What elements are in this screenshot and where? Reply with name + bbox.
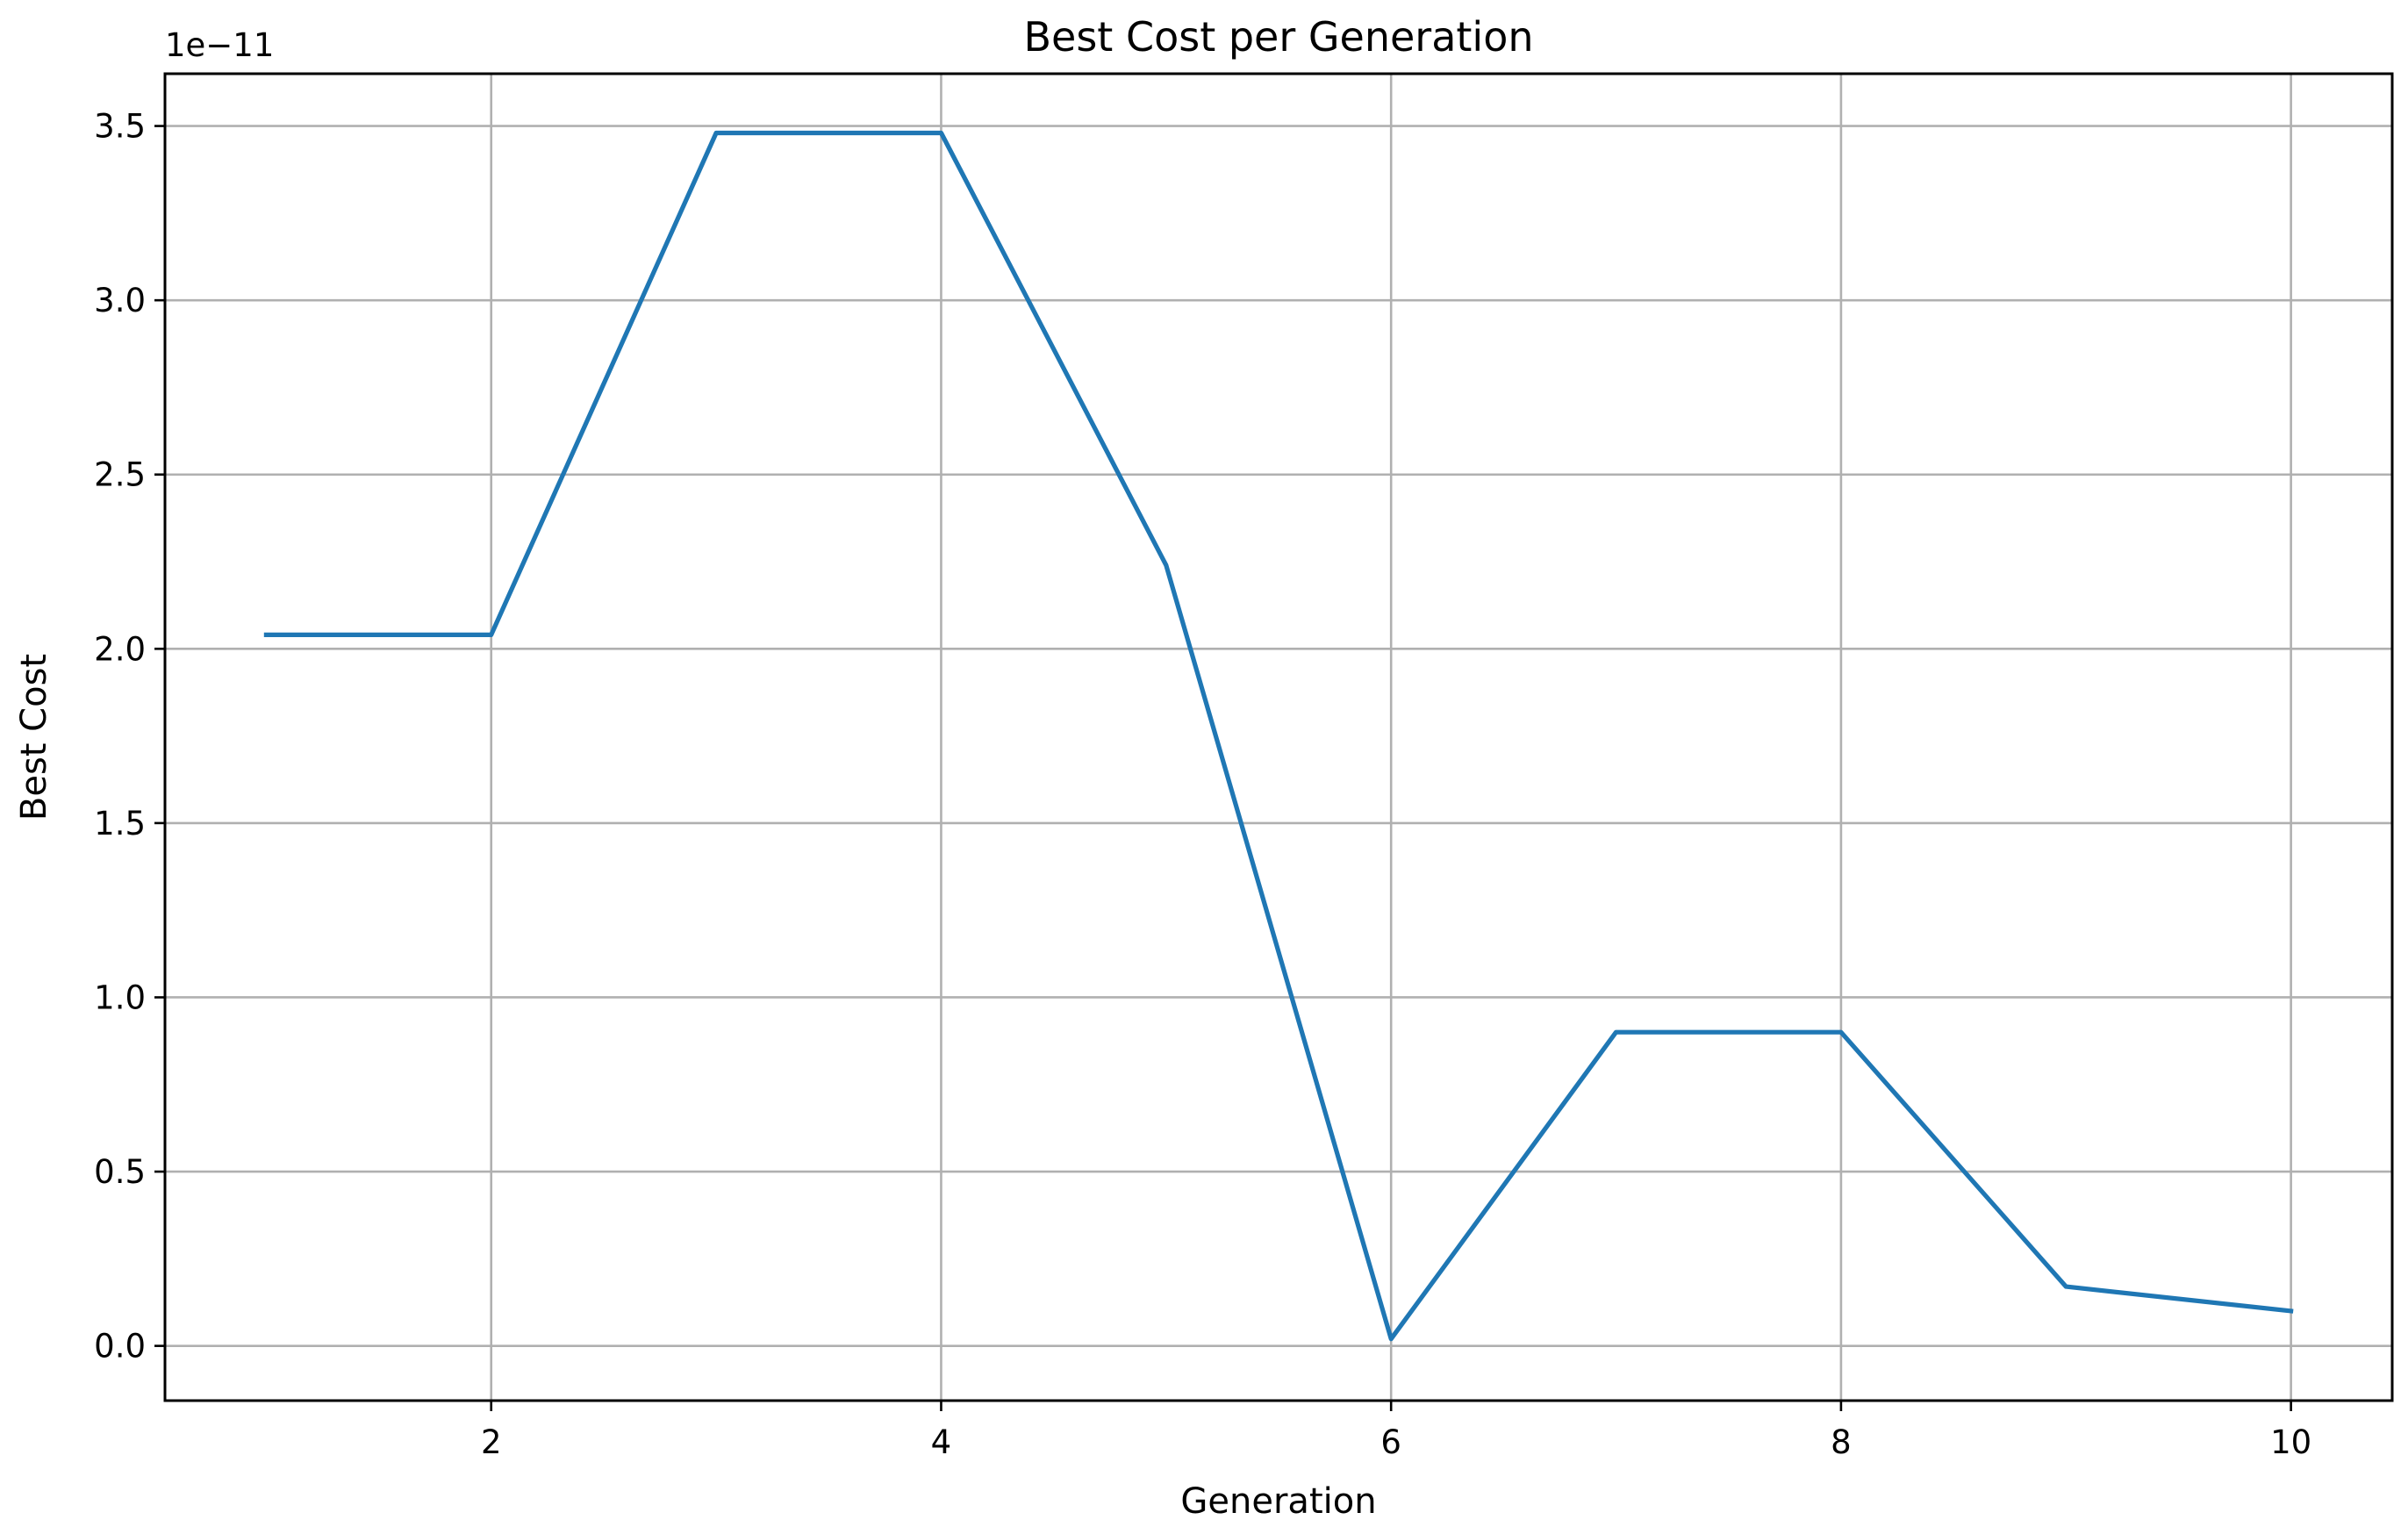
x-tick-label: 2 — [481, 1423, 502, 1461]
y-tick-label: 2.0 — [94, 630, 146, 668]
grid-lines — [165, 74, 2392, 1401]
x-tick-label: 6 — [1380, 1423, 1401, 1461]
y-axis-label: Best Cost — [14, 654, 54, 821]
x-tick-label: 4 — [931, 1423, 952, 1461]
x-tick-label: 8 — [1831, 1423, 1852, 1461]
y-tick-label: 1.5 — [94, 805, 146, 842]
y-tick-label: 3.5 — [94, 108, 146, 146]
series-layer — [266, 133, 2290, 1339]
y-axis-ticks: 0.0 0.5 1.0 1.5 2.0 2.5 3.0 3.5 — [94, 108, 165, 1366]
x-tick-label: 10 — [2270, 1423, 2311, 1461]
chart-title: Best Cost per Generation — [1023, 13, 1533, 61]
y-offset-label: 1e−11 — [165, 26, 274, 64]
series-line-0 — [266, 133, 2290, 1339]
y-tick-label: 2.5 — [94, 456, 146, 494]
x-axis-ticks: 2 4 6 8 10 — [481, 1401, 2311, 1461]
y-tick-label: 0.0 — [94, 1328, 146, 1366]
y-tick-label: 0.5 — [94, 1153, 146, 1191]
plot-frame — [165, 74, 2392, 1401]
x-axis-label: Generation — [1180, 1481, 1376, 1522]
y-tick-label: 1.0 — [94, 978, 146, 1016]
y-tick-label: 3.0 — [94, 282, 146, 319]
